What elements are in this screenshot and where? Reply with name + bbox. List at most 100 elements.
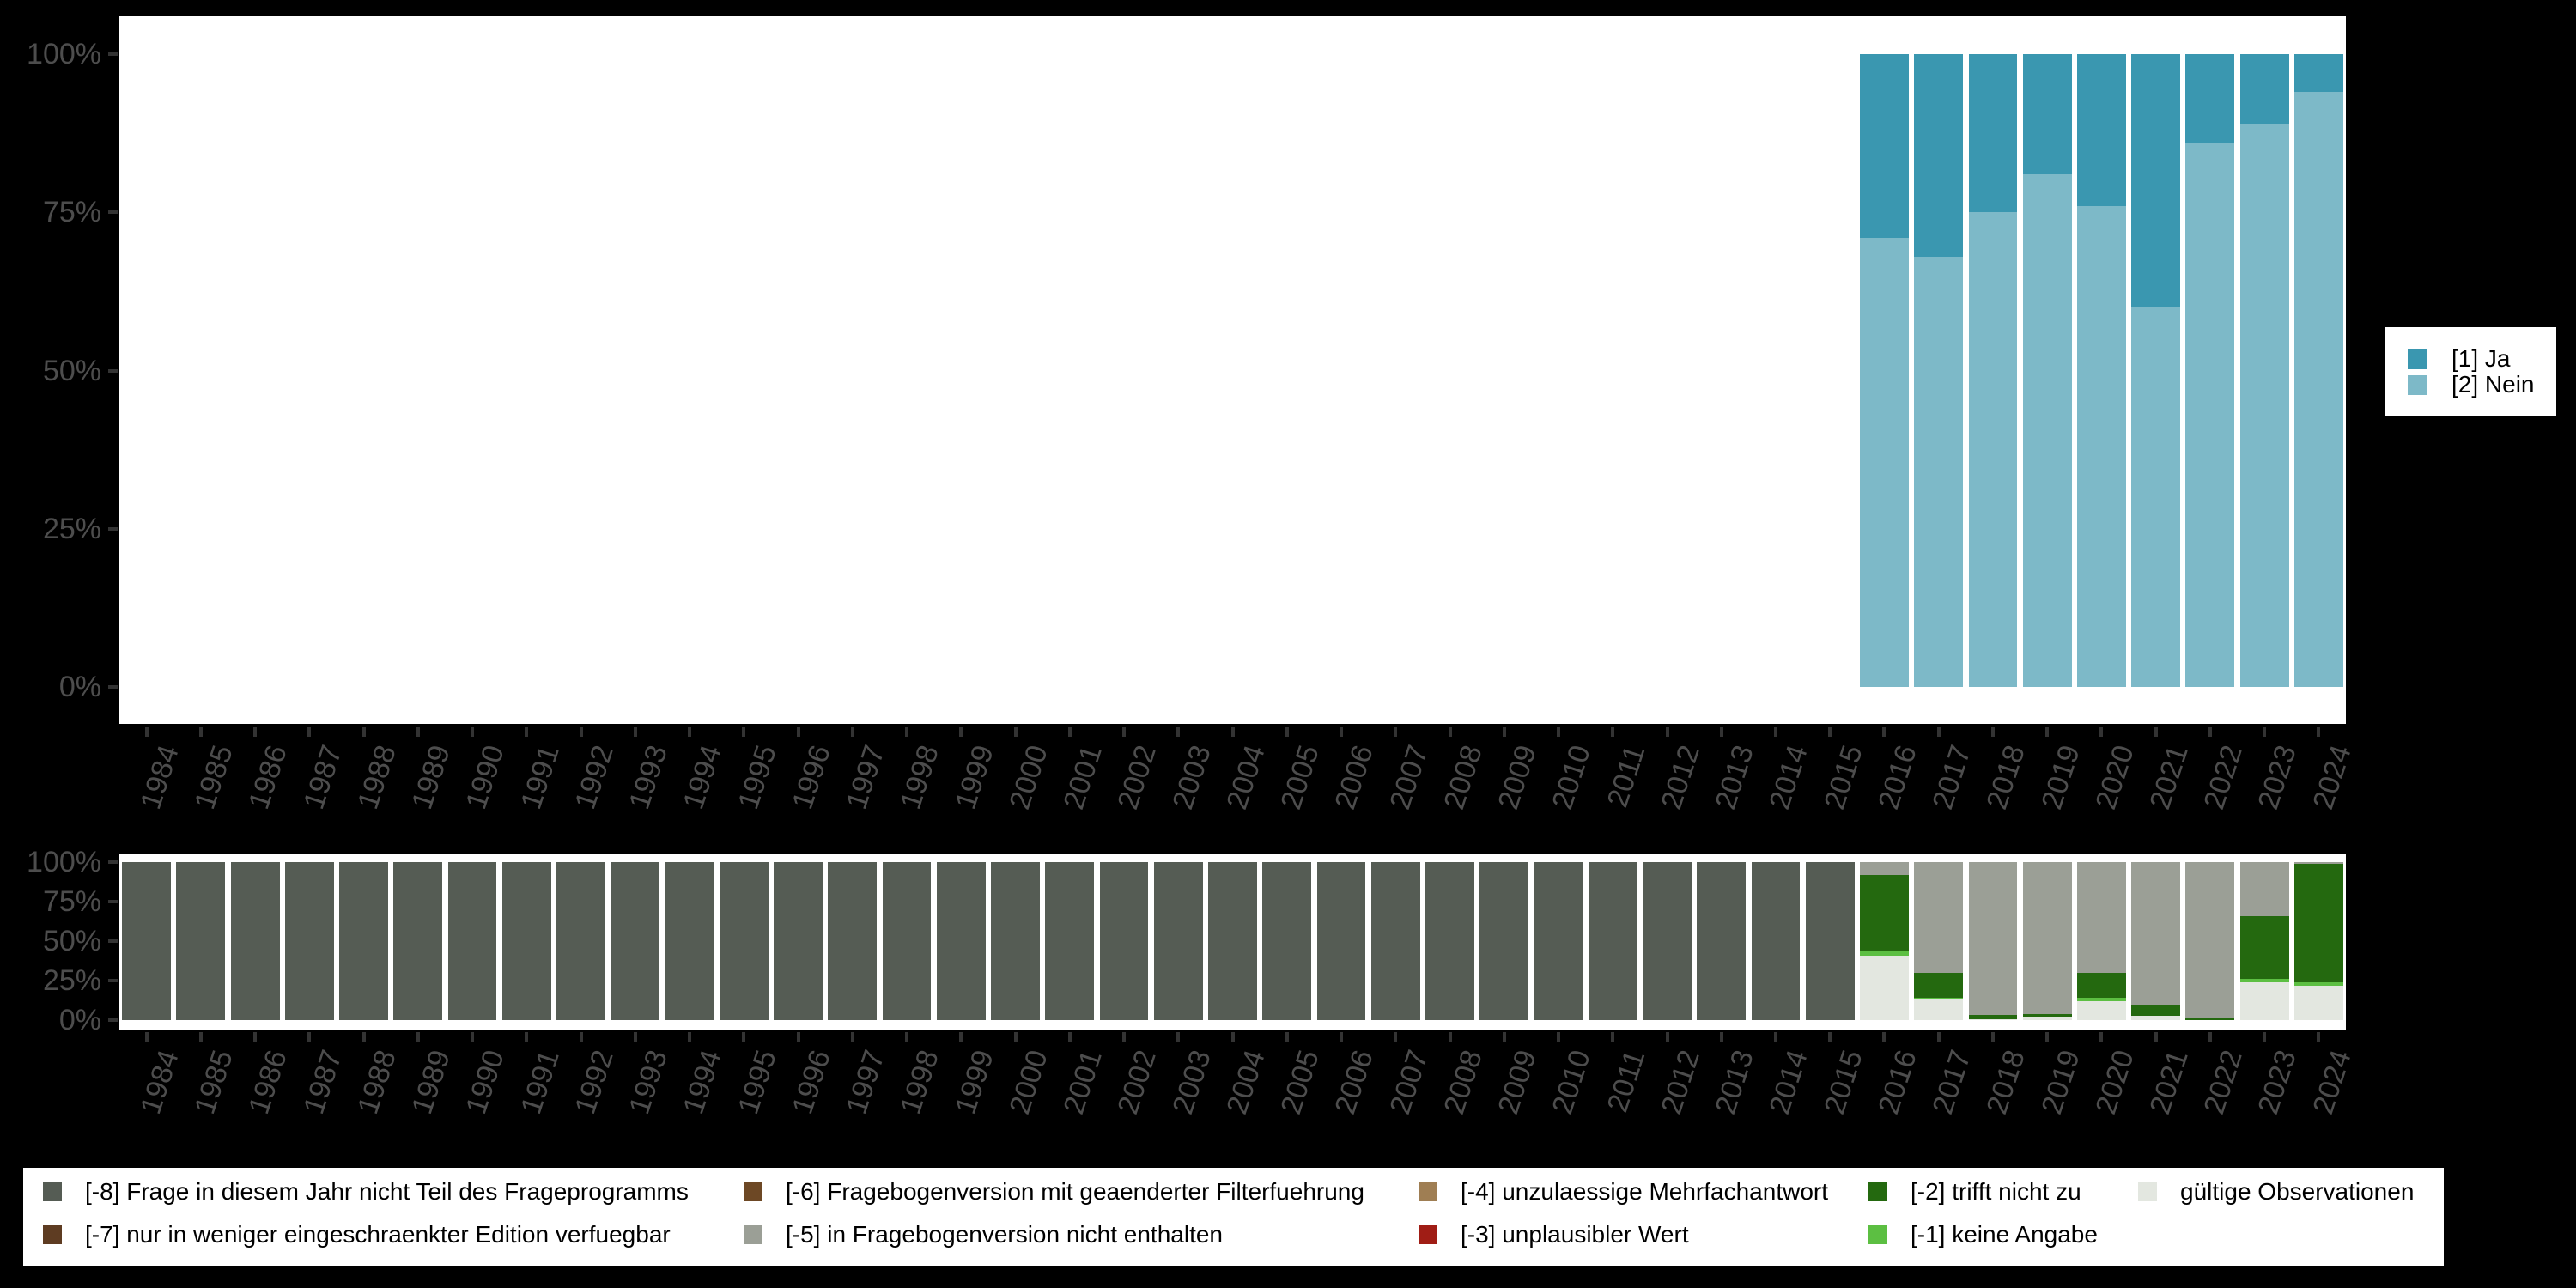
bar-missings-2003 bbox=[1153, 862, 1203, 1020]
x-tick-mark bbox=[2099, 727, 2104, 737]
year-label: 2019 bbox=[2034, 741, 2087, 814]
year-label: 1986 bbox=[242, 741, 295, 814]
year-label: 2004 bbox=[1220, 741, 1272, 814]
x-tick-mark bbox=[471, 1032, 475, 1042]
x-tick-mark bbox=[1719, 727, 1723, 737]
segment-ja bbox=[1914, 54, 1964, 257]
x-tick-mark bbox=[1013, 727, 1018, 737]
x-tick-mark bbox=[905, 727, 908, 737]
x-tick-mark bbox=[1665, 727, 1669, 737]
m1-swatch-icon bbox=[1868, 1225, 1887, 1244]
year-label: 2005 bbox=[1274, 1046, 1326, 1119]
year-label: 2001 bbox=[1057, 741, 1109, 814]
segment-m8 bbox=[447, 862, 497, 1020]
year-label: 1988 bbox=[351, 1046, 403, 1119]
x-tick-mark bbox=[579, 727, 583, 737]
year-label: 2002 bbox=[1111, 1046, 1163, 1119]
bar-missings-2010 bbox=[1534, 862, 1583, 1020]
year-label: 2022 bbox=[2197, 741, 2250, 814]
segment-nein bbox=[1860, 237, 1909, 687]
bar-missings-1986 bbox=[230, 862, 280, 1020]
year-label: 2017 bbox=[1926, 741, 1978, 814]
m7-label: [-7] nur in weniger eingeschraenkter Edi… bbox=[85, 1221, 671, 1248]
segment-nein bbox=[2293, 92, 2343, 687]
year-label: 2010 bbox=[1546, 1046, 1598, 1119]
y-tick-mark bbox=[108, 979, 118, 982]
segment-m8 bbox=[501, 862, 551, 1020]
y-tick-mark bbox=[108, 368, 118, 373]
year-label: 1987 bbox=[297, 1046, 349, 1119]
x-tick-mark bbox=[1067, 727, 1072, 737]
bar-missings-1989 bbox=[393, 862, 443, 1020]
valid-swatch-icon bbox=[2138, 1182, 2157, 1201]
legend-item-m1: [-1] keine Angabe bbox=[1868, 1223, 2098, 1247]
year-label: 1997 bbox=[840, 741, 892, 814]
x-tick-mark bbox=[144, 1032, 149, 1042]
bar-missings-1998 bbox=[882, 862, 932, 1020]
x-tick-mark bbox=[905, 1032, 908, 1042]
x-tick-mark bbox=[1828, 1032, 1832, 1042]
segment-m1 bbox=[1914, 998, 1964, 1000]
x-tick-mark bbox=[253, 727, 258, 737]
x-tick-mark bbox=[742, 1032, 746, 1042]
x-tick-mark bbox=[1719, 1032, 1723, 1042]
x-tick-mark bbox=[471, 727, 475, 737]
x-tick-mark bbox=[579, 1032, 583, 1042]
year-label: 2013 bbox=[1709, 1046, 1760, 1119]
ja-label: [1] Ja bbox=[2451, 345, 2511, 372]
x-tick-mark bbox=[1502, 1032, 1506, 1042]
year-label: 2000 bbox=[1003, 1046, 1054, 1119]
year-label: 2003 bbox=[1166, 1046, 1218, 1119]
segment-m5 bbox=[2022, 862, 2072, 1014]
x-tick-mark bbox=[2317, 1032, 2321, 1042]
x-tick-mark bbox=[959, 1032, 963, 1042]
segment-ja bbox=[2022, 54, 2072, 175]
segment-ja bbox=[1968, 54, 2018, 213]
x-tick-mark bbox=[1611, 1032, 1615, 1042]
segment-m8 bbox=[1370, 862, 1420, 1020]
segment-m8 bbox=[936, 862, 986, 1020]
x-tick-mark bbox=[1990, 1032, 1995, 1042]
bar-responses-2023 bbox=[2239, 54, 2289, 687]
segment-m8 bbox=[1588, 862, 1637, 1020]
y-tick-label: 100% bbox=[27, 38, 101, 70]
x-tick-mark bbox=[1394, 727, 1398, 737]
year-label: 2012 bbox=[1655, 1046, 1706, 1119]
year-label: 2023 bbox=[2251, 1046, 2304, 1119]
ja-swatch-icon bbox=[2408, 349, 2427, 369]
bar-missings-2016 bbox=[1860, 862, 1909, 1020]
x-tick-mark bbox=[1122, 727, 1126, 737]
bar-missings-2004 bbox=[1208, 862, 1257, 1020]
year-label: 2006 bbox=[1328, 741, 1381, 814]
segment-m1 bbox=[1860, 951, 1909, 956]
bar-missings-1990 bbox=[447, 862, 497, 1020]
year-label: 2003 bbox=[1166, 741, 1218, 814]
year-label: 2002 bbox=[1111, 741, 1163, 814]
valid-label: gültige Observationen bbox=[2180, 1178, 2415, 1205]
bar-responses-2018 bbox=[1968, 54, 2018, 687]
legend-item-ja: [1] Ja bbox=[2408, 345, 2511, 372]
x-tick-mark bbox=[1448, 1032, 1452, 1042]
x-tick-mark bbox=[1936, 727, 1941, 737]
bar-missings-2011 bbox=[1588, 862, 1637, 1020]
year-label: 2021 bbox=[2143, 1046, 2195, 1119]
x-tick-mark bbox=[633, 727, 637, 737]
bar-missings-1985 bbox=[176, 862, 226, 1020]
segment-m1 bbox=[2293, 981, 2343, 986]
bar-responses-2016 bbox=[1860, 54, 1909, 687]
y-tick-label: 50% bbox=[42, 925, 101, 957]
segment-valid bbox=[1968, 1019, 2018, 1020]
segment-m8 bbox=[665, 862, 714, 1020]
year-label: 2011 bbox=[1601, 1046, 1652, 1116]
segment-m2 bbox=[1860, 874, 1909, 951]
y-tick-label: 0% bbox=[58, 671, 101, 703]
x-tick-mark bbox=[2154, 727, 2158, 737]
year-label: 1994 bbox=[677, 1046, 729, 1119]
segment-nein bbox=[2239, 124, 2289, 687]
year-label: 1984 bbox=[134, 741, 185, 814]
year-label: 2013 bbox=[1709, 741, 1760, 814]
bar-missings-1993 bbox=[611, 862, 660, 1020]
x-tick-mark bbox=[307, 1032, 312, 1042]
x-tick-mark bbox=[1828, 727, 1832, 737]
